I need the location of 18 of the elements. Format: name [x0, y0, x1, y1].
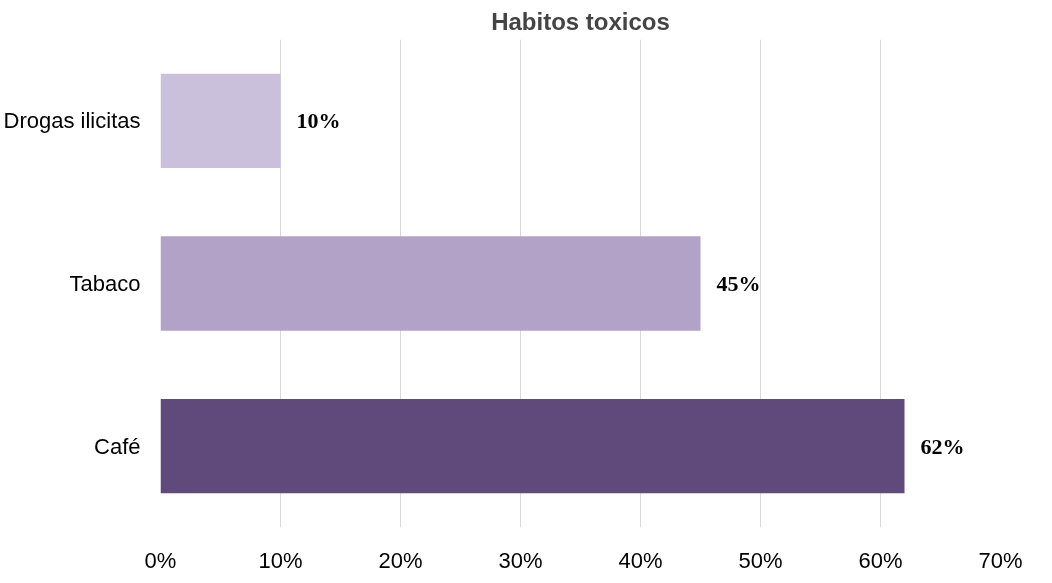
x-tick-label: 20% [378, 547, 423, 573]
data-label: 10% [296, 108, 341, 134]
x-tick-label: 0% [144, 547, 177, 573]
y-tick-label: Tabaco [69, 271, 141, 296]
y-tick-label: Drogas ilicitas [3, 108, 141, 134]
x-tick-label: 50% [738, 547, 783, 573]
chart-title: Habitos toxicos [491, 7, 670, 35]
y-tick-label: Café [94, 433, 141, 459]
bar [160, 398, 905, 494]
x-tick-label: 30% [498, 547, 543, 573]
x-tick-label: 60% [858, 547, 903, 573]
data-label: 45% [716, 271, 761, 296]
x-tick-label: 70% [978, 547, 1023, 573]
bar [160, 73, 281, 169]
x-tick-label: 40% [618, 547, 663, 573]
data-label: 62% [920, 433, 965, 459]
x-tick-label: 10% [258, 547, 303, 573]
bar [160, 236, 701, 331]
